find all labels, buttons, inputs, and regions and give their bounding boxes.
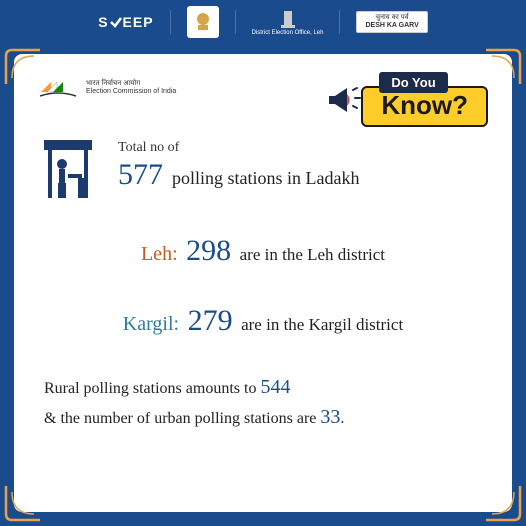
total-number: 577	[118, 158, 163, 191]
infographic-container: SEEP District Election Office, Leh चुनाव…	[0, 0, 526, 526]
eci-text: भारत निर्वाचन आयोग Election Commission o…	[86, 80, 176, 97]
deo-logo-block: District Election Office, Leh	[252, 9, 324, 36]
leh-row: Leh: 298 are in the Leh district	[38, 234, 488, 268]
kargil-label: Kargil:	[123, 313, 179, 335]
content-card: भारत निर्वाचन आयोग Election Commission o…	[14, 54, 512, 512]
deo-label: District Election Office, Leh	[252, 30, 324, 36]
ashoka-emblem-icon	[277, 9, 299, 29]
leh-number: 298	[186, 234, 231, 267]
polling-booth-icon	[38, 136, 98, 202]
total-label: Total no of	[118, 140, 359, 156]
divider	[339, 10, 340, 34]
divider	[235, 10, 236, 34]
leh-label: Leh:	[141, 243, 178, 265]
kargil-number: 279	[188, 304, 233, 337]
kargil-row: Kargil: 279 are in the Kargil district	[38, 304, 488, 338]
rural-number: 544	[260, 376, 290, 398]
eci-logo-icon	[38, 72, 78, 104]
do-you-label: Do You	[379, 72, 447, 93]
divider	[170, 10, 171, 34]
header-bar: SEEP District Election Office, Leh चुनाव…	[0, 0, 526, 44]
desh-ka-garv-logo: चुनाव का पर्व DESH KA GARV	[356, 11, 427, 32]
emblem-logo	[187, 6, 219, 38]
summary-text: Rural polling stations amounts to 544 & …	[38, 372, 488, 432]
sveep-logo: SEEP	[98, 7, 153, 37]
total-stat-row: Total no of 577 polling stations in Lada…	[38, 136, 488, 202]
do-you-know-badge: Do You Know?	[323, 68, 488, 127]
total-line: 577 polling stations in Ladakh	[118, 158, 359, 192]
urban-number: 33	[320, 406, 340, 428]
